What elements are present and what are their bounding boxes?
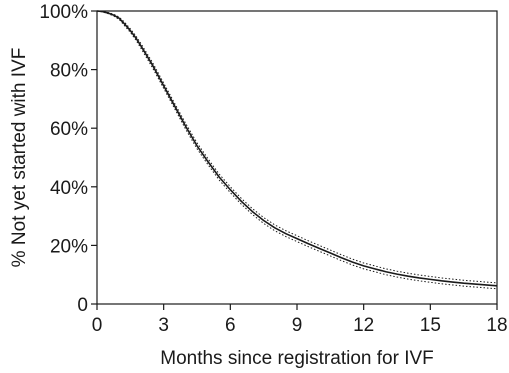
y-tick-label: 60%	[50, 119, 88, 140]
x-tick-label: 0	[92, 315, 103, 336]
x-tick-label: 18	[486, 315, 507, 336]
curves-layer	[96, 10, 498, 290]
x-tick-label: 3	[158, 315, 169, 336]
x-axis: 0 3 6 9 12 15 18	[92, 304, 508, 336]
lower-confidence-bound-line	[96, 10, 498, 290]
x-tick-label: 12	[353, 315, 374, 336]
estimate-line	[96, 10, 498, 287]
x-axis-title: Months since registration for IVF	[160, 348, 434, 369]
y-tick-label: 20%	[50, 236, 88, 257]
x-tick-label: 15	[420, 315, 441, 336]
plot-frame	[96, 10, 498, 305]
x-tick-label: 6	[225, 315, 236, 336]
x-tick-label: 9	[292, 315, 303, 336]
y-axis: 0 20% 40% 60% 80% 100%	[39, 2, 97, 316]
y-axis-title: % Not yet started with IVF	[9, 48, 30, 268]
y-tick-label: 0	[77, 295, 88, 316]
y-tick-label: 40%	[50, 178, 88, 199]
upper-confidence-bound-line	[96, 10, 498, 284]
y-tick-label: 80%	[50, 61, 88, 82]
y-tick-label: 100%	[39, 2, 88, 23]
